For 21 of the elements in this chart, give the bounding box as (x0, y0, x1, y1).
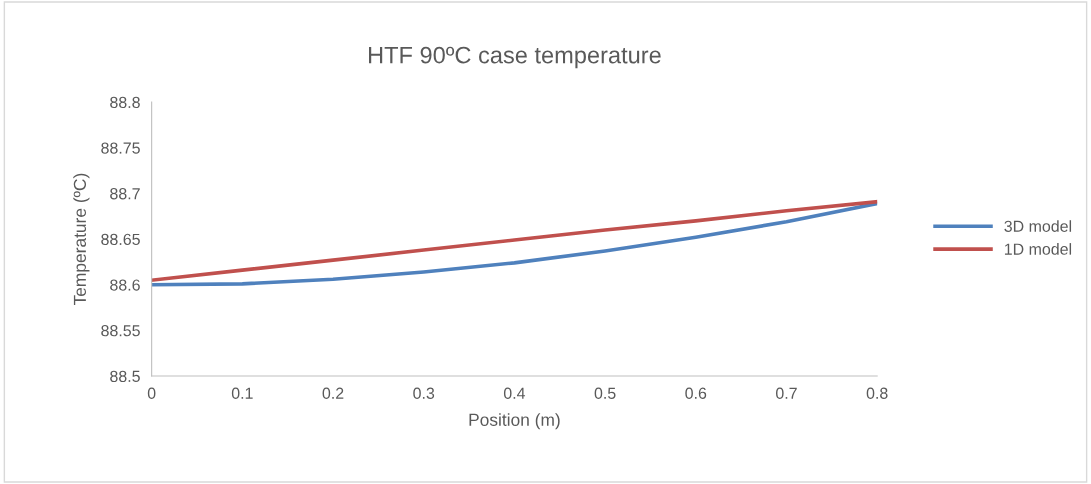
y-tick-label: 88.65 (101, 233, 140, 246)
y-axis-title: Temperature (ºC) (73, 173, 90, 306)
x-tick-label: 0.3 (413, 387, 435, 399)
x-tick-label: 0.8 (866, 387, 888, 399)
y-tick-label: 88.6 (110, 279, 140, 291)
y-tick-label: 88.7 (110, 188, 140, 200)
x-tick-label: 0 (147, 387, 156, 399)
legend-label: 1D model (1004, 243, 1072, 255)
y-tick-label: 88.55 (101, 325, 140, 337)
x-tick-label: 0.6 (685, 387, 707, 399)
x-tick-label: 0.2 (322, 387, 344, 399)
y-tick-label: 88.75 (101, 142, 140, 154)
x-tick-label: 0.4 (503, 387, 526, 399)
y-tick-label: 88.8 (110, 96, 140, 109)
x-tick-label: 0.5 (594, 387, 616, 399)
chart-title: HTF 90ºC case temperature (369, 46, 661, 69)
y-tick-label: 88.5 (110, 370, 140, 383)
x-axis-title: Position (m) (469, 413, 560, 430)
x-tick-label: 0.7 (776, 387, 797, 399)
legend-label: 3D model (1004, 220, 1072, 232)
x-tick-label: 0.1 (231, 387, 253, 399)
